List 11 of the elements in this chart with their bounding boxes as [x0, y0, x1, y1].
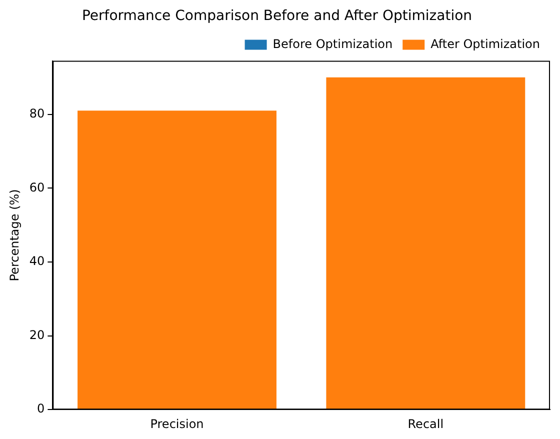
legend-label: After Optimization	[430, 36, 540, 51]
y-tick-label: 0	[37, 402, 45, 416]
y-tick-label: 60	[29, 180, 45, 194]
y-tick-label: 20	[29, 328, 45, 342]
chart-title: Performance Comparison Before and After Optimization	[82, 8, 472, 24]
y-tick-label: 40	[29, 254, 45, 268]
x-tick-label: Recall	[408, 416, 444, 431]
y-tick-label: 80	[29, 106, 45, 120]
legend-label: Before Optimization	[272, 36, 393, 51]
y-axis-title: Percentage (%)	[7, 189, 22, 282]
x-tick-label: Precision	[150, 416, 204, 431]
